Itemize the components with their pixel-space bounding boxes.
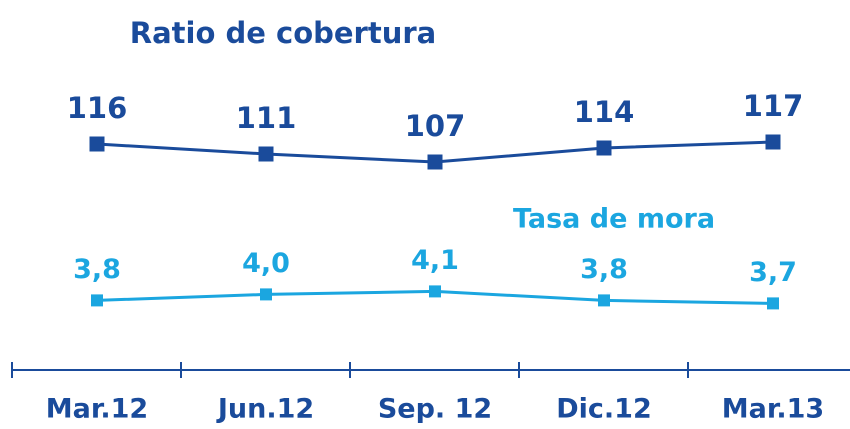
marker <box>765 134 781 150</box>
data-label: 107 <box>405 109 466 143</box>
data-label: 4,0 <box>242 248 290 279</box>
marker <box>260 288 272 301</box>
marker <box>258 146 274 162</box>
marker <box>427 154 443 170</box>
marker <box>91 294 103 307</box>
marker <box>89 136 105 152</box>
data-label: 4,1 <box>411 245 459 276</box>
data-label: 3,8 <box>580 254 628 285</box>
marker <box>596 140 612 156</box>
x-tick-label: Mar.12 <box>46 394 148 425</box>
data-label: 116 <box>67 91 128 125</box>
data-label: 3,7 <box>749 257 797 288</box>
x-axis <box>11 362 850 378</box>
marker <box>598 294 610 307</box>
x-tick-label: Jun.12 <box>216 394 314 425</box>
data-label: 114 <box>574 95 635 129</box>
series-label: Ratio de cobertura <box>130 16 436 50</box>
series-label: Tasa de mora <box>513 204 715 235</box>
x-tick-label: Sep. 12 <box>378 394 492 425</box>
data-label: 111 <box>236 101 297 135</box>
marker <box>767 297 779 310</box>
x-tick-label: Mar.13 <box>722 394 824 425</box>
data-label: 3,8 <box>73 254 121 285</box>
marker <box>429 285 441 298</box>
x-tick-label: Dic.12 <box>556 394 652 425</box>
data-label: 117 <box>743 89 804 123</box>
